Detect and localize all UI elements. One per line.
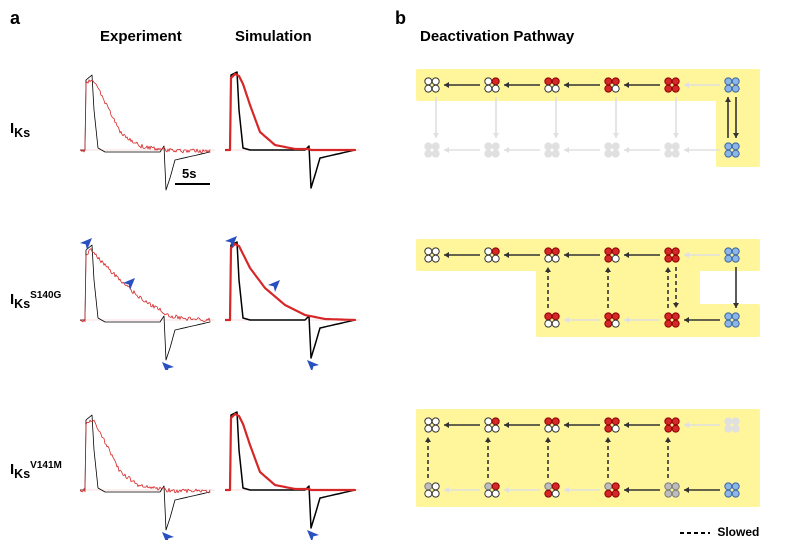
scale-bar: 5s (170, 170, 220, 195)
panel-a-label: a (10, 8, 20, 29)
panel-b-label: b (395, 8, 406, 29)
chart-iks-sim (225, 60, 360, 200)
head-deactivation: Deactivation Pathway (420, 28, 574, 45)
head-simulation: Simulation (235, 28, 312, 45)
pathway-iks (410, 55, 765, 195)
chart-s140g-sim (225, 230, 360, 370)
chart-s140g-exp (80, 230, 215, 370)
pathway-v141m (410, 395, 765, 535)
legend-slowed: Slowed (680, 525, 759, 539)
rowlabel-s140g: IKsS140G (10, 290, 61, 311)
chart-v141m-sim (225, 400, 360, 540)
rowlabel-v141m: IKsV141M (10, 460, 62, 481)
rowlabel-iks: IKs (10, 120, 30, 140)
chart-v141m-exp (80, 400, 215, 540)
head-experiment: Experiment (100, 28, 182, 45)
pathway-s140g (410, 225, 765, 365)
